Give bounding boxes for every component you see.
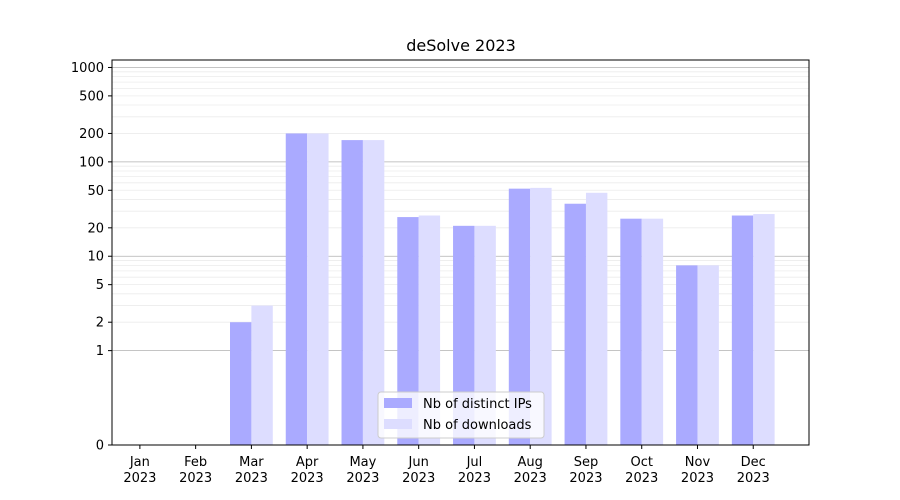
plot-frame	[111, 59, 810, 446]
x-tick-label-month: May	[349, 455, 376, 470]
bar-downloads	[753, 214, 775, 445]
x-tick-label-year: 2023	[458, 471, 491, 486]
x-tick-label-year: 2023	[737, 471, 770, 486]
x-tick-label-year: 2023	[514, 471, 547, 486]
bar-downloads	[362, 140, 385, 445]
bar-downloads	[251, 305, 273, 445]
y-tick-label: 1000	[71, 61, 104, 76]
y-tick-label: 200	[79, 127, 104, 142]
legend-swatch-distinct-ips	[384, 398, 412, 408]
x-tick-label-month: Feb	[184, 455, 207, 470]
y-tick-label: 50	[87, 184, 104, 199]
bar-distinct-ips	[453, 225, 475, 445]
x-tick-label-month: Jul	[466, 455, 483, 470]
bar-downloads	[418, 215, 441, 445]
bar-distinct-ips	[397, 217, 419, 445]
x-tick-label-month: Aug	[518, 455, 543, 470]
x-tick-label-month: Dec	[741, 455, 766, 470]
bar-distinct-ips	[341, 140, 363, 445]
y-tick-label: 0	[96, 439, 104, 454]
y-axis: 0 1 2 5 10 20 50 100 200 500 1000	[71, 61, 112, 454]
legend-label-distinct-ips: Nb of distinct IPs	[423, 397, 532, 412]
y-tick-label: 100	[79, 155, 104, 170]
legend: Nb of distinct IPs Nb of downloads	[377, 391, 545, 439]
x-tick-label-year: 2023	[123, 471, 156, 486]
bar-distinct-ips	[285, 133, 308, 445]
bar-distinct-ips	[564, 203, 586, 445]
x-tick-label-year: 2023	[291, 471, 324, 486]
y-tick-label: 2	[96, 316, 104, 331]
bar-downloads	[697, 265, 719, 445]
bar-downloads	[307, 133, 329, 445]
y-tick-label: 10	[87, 250, 104, 265]
bar-distinct-ips	[620, 218, 642, 445]
y-tick-label: 5	[96, 278, 104, 293]
x-axis: Jan2023Feb2023Mar2023Apr2023May2023Jun20…	[123, 445, 770, 486]
legend-label-downloads: Nb of downloads	[423, 418, 532, 433]
bar-distinct-ips	[230, 322, 252, 445]
x-tick-label-year: 2023	[179, 471, 212, 486]
x-tick-label-month: Jun	[408, 455, 429, 470]
x-tick-label-month: Oct	[630, 455, 652, 470]
bar-downloads	[474, 225, 496, 445]
x-tick-label-month: Nov	[685, 455, 711, 470]
x-tick-label-year: 2023	[402, 471, 435, 486]
x-tick-label-year: 2023	[625, 471, 658, 486]
x-tick-label-year: 2023	[681, 471, 714, 486]
bar-distinct-ips	[508, 188, 531, 445]
legend-swatch-downloads	[384, 419, 412, 429]
bar-downloads	[530, 187, 552, 446]
x-tick-label-year: 2023	[346, 471, 379, 486]
x-tick-label-year: 2023	[569, 471, 602, 486]
x-tick-label-month: Jan	[129, 455, 150, 470]
y-tick-label: 500	[79, 89, 104, 104]
y-tick-label: 20	[87, 221, 104, 236]
chart-title: deSolve 2023	[406, 36, 516, 55]
x-tick-label-month: Mar	[239, 455, 264, 470]
x-tick-label-year: 2023	[235, 471, 268, 486]
bar-distinct-ips	[676, 265, 698, 445]
x-tick-label-month: Apr	[296, 455, 319, 470]
bar-downloads	[641, 218, 664, 445]
y-tick-label: 1	[96, 344, 104, 359]
bars-layer	[230, 133, 775, 446]
x-tick-label-month: Sep	[574, 455, 599, 470]
bar-downloads	[585, 192, 608, 445]
bar-distinct-ips	[731, 215, 754, 445]
legend-box	[377, 391, 545, 439]
